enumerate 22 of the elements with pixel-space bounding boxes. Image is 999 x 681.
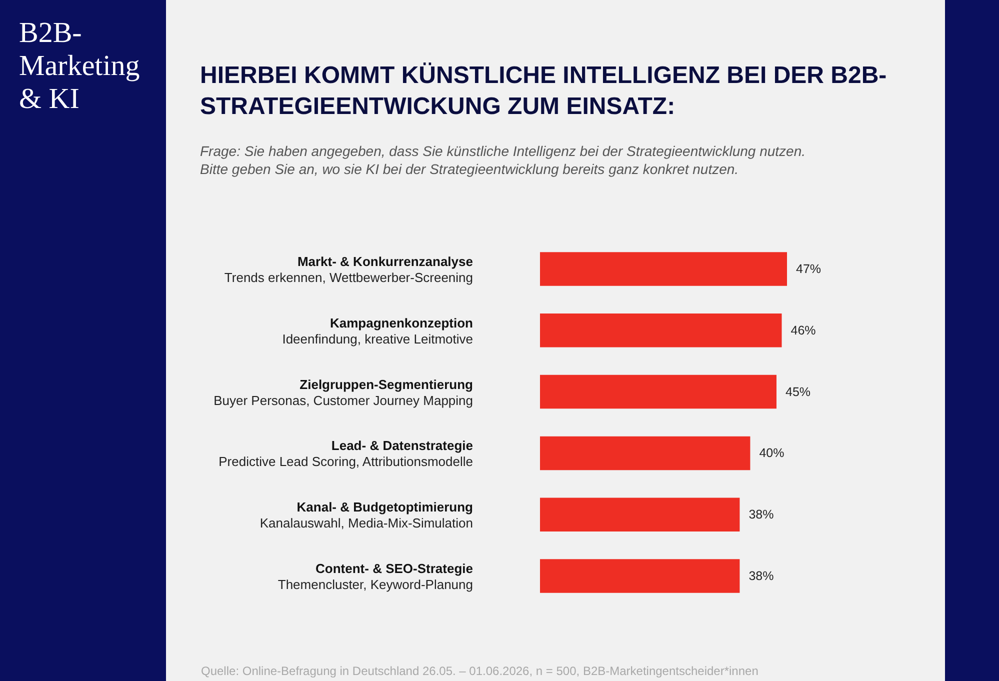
chart-title: HIERBEI KOMMT KÜNSTLICHE INTELLIGENZ BEI DER B2B-STRATEGIEENTWICKUNG ZUM EINSATZ: — [200, 62, 887, 120]
data-label: 38% — [748, 569, 774, 583]
data-label: 46% — [790, 323, 816, 338]
text: B2B-Marketing & KI — [19, 17, 140, 115]
category-label: Kanal- & Budgetoptimierung Kanalauswahl, Media-Mix-Simulation — [260, 500, 473, 531]
bar — [540, 314, 782, 348]
data-label: 47% — [796, 262, 822, 276]
chart-subtitle: Frage: Sie haben angegeben, dass Sie künstliche Intelligenz bei der Strategieentwicklung nutzen. Bitte geben Sie an, wo sie KI bei der Strategieentwicklung bereits ganz konkret nutzen. — [200, 143, 806, 177]
data-label: 38% — [748, 508, 774, 522]
source-note: Quelle: Online-Befragung in Deutschland 26.05. – 01.06.2026, n = 500, B2B-Marketingentscheider*innen — [201, 664, 758, 678]
data-label: 40% — [759, 446, 784, 460]
data-label: 45% — [785, 384, 811, 399]
category-label: Markt- & Konkurrenzanalyse Trends erkennen, Wettbewerber-Screening — [224, 254, 473, 285]
bar — [540, 252, 787, 286]
bar — [540, 559, 740, 593]
bar — [540, 498, 740, 532]
category-label: Content- & SEO-Strategie Themencluster, Keyword-Planung — [278, 561, 473, 592]
category-label: Lead- & Datenstrategie Predictive Lead Scoring, Attributionsmodelle — [218, 438, 473, 470]
bar — [540, 436, 750, 470]
bar — [540, 374, 776, 409]
category-label: Zielgruppen-Segmentierung Buyer Personas, Customer Journey Mapping — [214, 376, 473, 408]
category-label: Kampagnenkonzeption Ideenfindung, kreative Leitmotive — [282, 315, 473, 346]
